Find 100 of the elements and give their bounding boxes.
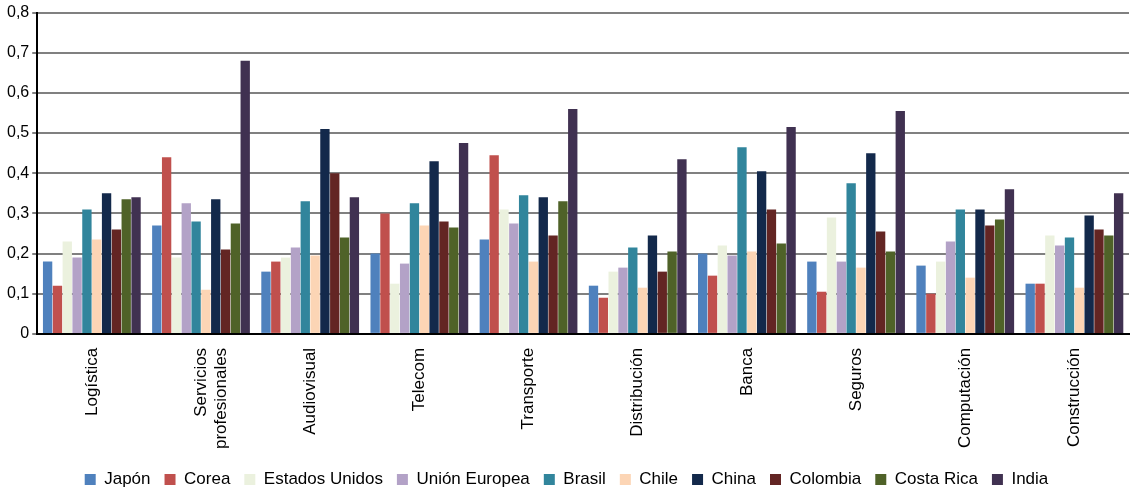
y-tick-label: 0,1 [6, 284, 30, 302]
bar [1113, 193, 1124, 333]
x-tick-label: Construcción [1064, 347, 1084, 448]
bar [1094, 229, 1104, 333]
bar [965, 277, 975, 333]
bar [261, 271, 271, 333]
y-tick-label: 0,8 [6, 3, 30, 21]
x-tick-label: Telecom [409, 347, 429, 412]
y-tick-label: 0 [20, 324, 30, 342]
bar [756, 171, 767, 333]
bar [916, 265, 926, 333]
bar [647, 235, 658, 333]
bar [727, 255, 737, 333]
bar [747, 251, 757, 333]
bar [92, 239, 102, 333]
bar [439, 221, 449, 333]
bar [220, 249, 231, 333]
bar [240, 60, 250, 333]
bar [955, 209, 965, 333]
bar [349, 197, 360, 333]
bar [856, 267, 866, 333]
bar [588, 285, 599, 333]
y-tick-label: 0,7 [6, 43, 30, 61]
bar [836, 261, 846, 333]
bar [42, 261, 53, 333]
bar [936, 261, 946, 333]
bar [181, 203, 191, 333]
bar [657, 271, 667, 333]
x-tick-label: Seguros [845, 347, 865, 412]
bar [1104, 235, 1114, 333]
bar [419, 225, 429, 333]
bar [975, 209, 985, 333]
legend-label: Costa Rica [894, 469, 979, 489]
bar [698, 253, 708, 333]
legend-label: India [1011, 469, 1049, 489]
x-tick-label: Banca [736, 347, 756, 397]
bar [1064, 237, 1075, 333]
bar [320, 129, 330, 333]
bar [667, 251, 677, 333]
bar [52, 285, 63, 333]
bar [458, 143, 469, 333]
bar [370, 253, 380, 333]
bar [211, 199, 221, 333]
bar [994, 219, 1005, 333]
x-tick-label: Audiovisual [299, 347, 319, 435]
x-tick-label: Distribución [627, 347, 647, 437]
bar [608, 271, 618, 333]
bar [807, 261, 817, 333]
bar [1084, 215, 1094, 333]
bar [548, 235, 558, 333]
legend-label: Chile [639, 469, 679, 489]
bar [509, 223, 519, 333]
bar [985, 225, 995, 333]
bar [677, 159, 687, 333]
legend-label: Japón [104, 469, 151, 489]
legend-label: Colombia [789, 469, 862, 489]
bar [290, 247, 301, 333]
bar [538, 197, 548, 333]
x-tick-label: Servicios profesionales [190, 347, 231, 449]
bar [161, 157, 172, 333]
bar [1055, 245, 1065, 333]
bar [330, 173, 340, 333]
bar [1004, 189, 1015, 333]
bar [271, 261, 281, 333]
bar [1045, 235, 1055, 333]
bar [171, 257, 182, 333]
bar [598, 297, 608, 333]
bar [766, 209, 777, 333]
bar [1074, 287, 1084, 333]
y-tick-label: 0,4 [6, 163, 30, 181]
legend-label: Estados Unidos [263, 469, 383, 489]
bar [152, 225, 162, 333]
bar [786, 127, 796, 333]
bar [1025, 283, 1035, 333]
bar [568, 108, 578, 333]
bar [499, 209, 509, 333]
bar [737, 147, 747, 333]
x-tick-label: Computación [954, 347, 974, 449]
bar [131, 197, 141, 333]
y-tick-label: 0,5 [6, 123, 30, 141]
bar [429, 161, 439, 333]
bar [895, 110, 905, 333]
bar [380, 213, 390, 333]
bar [300, 201, 310, 333]
bar [201, 289, 211, 333]
y-tick-label: 0,6 [6, 83, 30, 101]
bar [230, 223, 241, 333]
bar [121, 199, 131, 333]
bar [399, 263, 410, 333]
bar [339, 237, 350, 333]
bar [875, 231, 886, 333]
bar [637, 287, 648, 333]
bar [489, 155, 499, 333]
legend-label: Unión Europea [416, 469, 531, 489]
bar [518, 195, 529, 333]
x-tick-label: Transporte [518, 347, 538, 430]
bar [846, 183, 856, 333]
bar [479, 239, 489, 333]
bar [390, 283, 400, 333]
y-tick-label: 0,2 [6, 243, 30, 261]
